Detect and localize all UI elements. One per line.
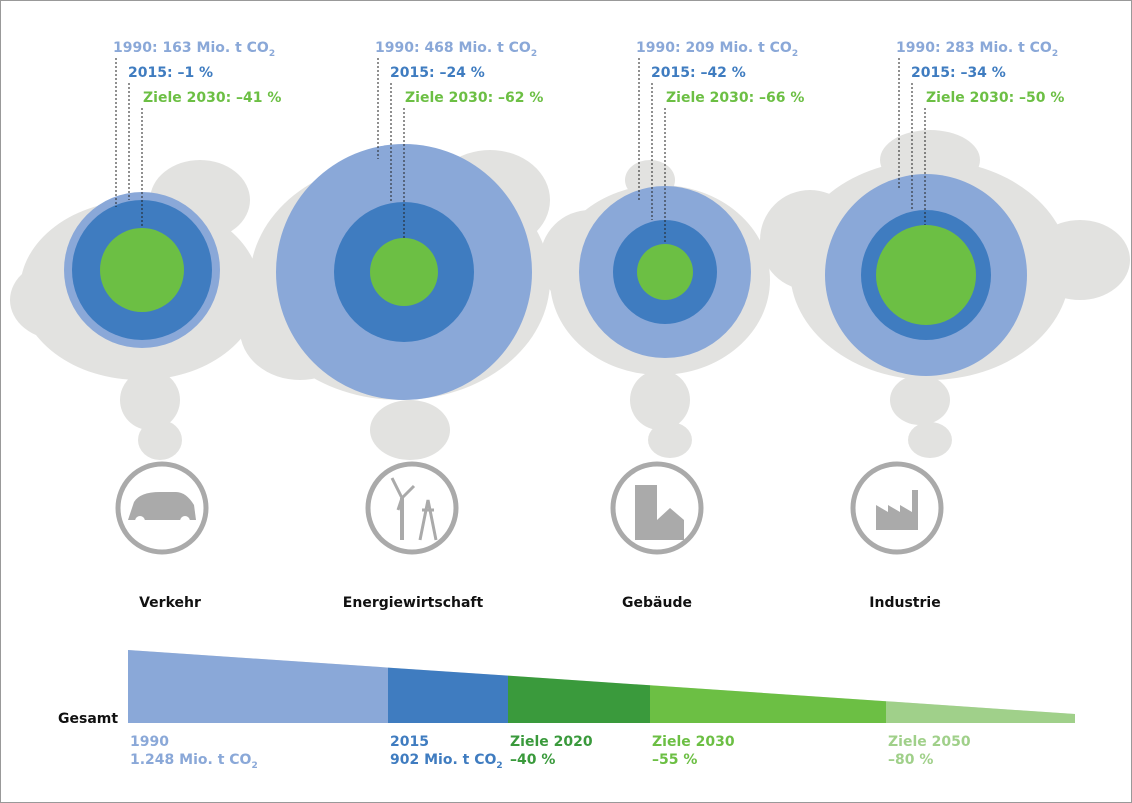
segment-detail-text: –55 % xyxy=(652,752,697,768)
segment-detail-sub: 2 xyxy=(496,761,502,771)
sector-name: Energiewirtschaft xyxy=(343,595,484,611)
sector-name: Industrie xyxy=(869,595,940,611)
total-label: Gesamt xyxy=(58,711,118,727)
segment-title: Ziele 2020 xyxy=(510,734,593,750)
infographic: 1990: 163 Mio. t CO22015: –1 %Ziele 2030… xyxy=(0,0,1132,803)
segment-detail-text: –40 % xyxy=(510,752,555,768)
label-2015: 2015: –1 % xyxy=(128,65,213,81)
segment-detail: –40 % xyxy=(510,752,555,768)
segment-detail: –80 % xyxy=(888,752,933,768)
segment-title: 2015 xyxy=(390,734,429,750)
segment-detail-text: 902 Mio. t CO xyxy=(390,752,496,768)
sector-name: Verkehr xyxy=(139,595,201,611)
label-2015: 2015: –24 % xyxy=(390,65,485,81)
label-1990-text: 1990: 468 Mio. t CO xyxy=(375,40,531,56)
segment-detail: –55 % xyxy=(652,752,697,768)
label-1990-sub: 2 xyxy=(1052,49,1058,59)
label-1990-text: 1990: 283 Mio. t CO xyxy=(896,40,1052,56)
label-2030: Ziele 2030: –62 % xyxy=(405,90,543,106)
label-2030: Ziele 2030: –50 % xyxy=(926,90,1064,106)
label-1990-sub: 2 xyxy=(792,49,798,59)
segment-title: Ziele 2030 xyxy=(652,734,735,750)
label-1990-sub: 2 xyxy=(531,49,537,59)
label-1990-text: 1990: 163 Mio. t CO xyxy=(113,40,269,56)
label-2030: Ziele 2030: –41 % xyxy=(143,90,281,106)
segment-title: Ziele 2050 xyxy=(888,734,971,750)
label-2030: Ziele 2030: –66 % xyxy=(666,90,804,106)
segment-title: 1990 xyxy=(130,734,169,750)
label-2015: 2015: –34 % xyxy=(911,65,1006,81)
segment-detail-text: 1.248 Mio. t CO xyxy=(130,752,252,768)
segment-detail-sub: 2 xyxy=(251,761,257,771)
total-segment xyxy=(388,668,508,723)
label-2015: 2015: –42 % xyxy=(651,65,746,81)
sector-name: Gebäude xyxy=(622,595,692,611)
label-1990-sub: 2 xyxy=(269,49,275,59)
segment-detail-text: –80 % xyxy=(888,752,933,768)
label-1990-text: 1990: 209 Mio. t CO xyxy=(636,40,792,56)
